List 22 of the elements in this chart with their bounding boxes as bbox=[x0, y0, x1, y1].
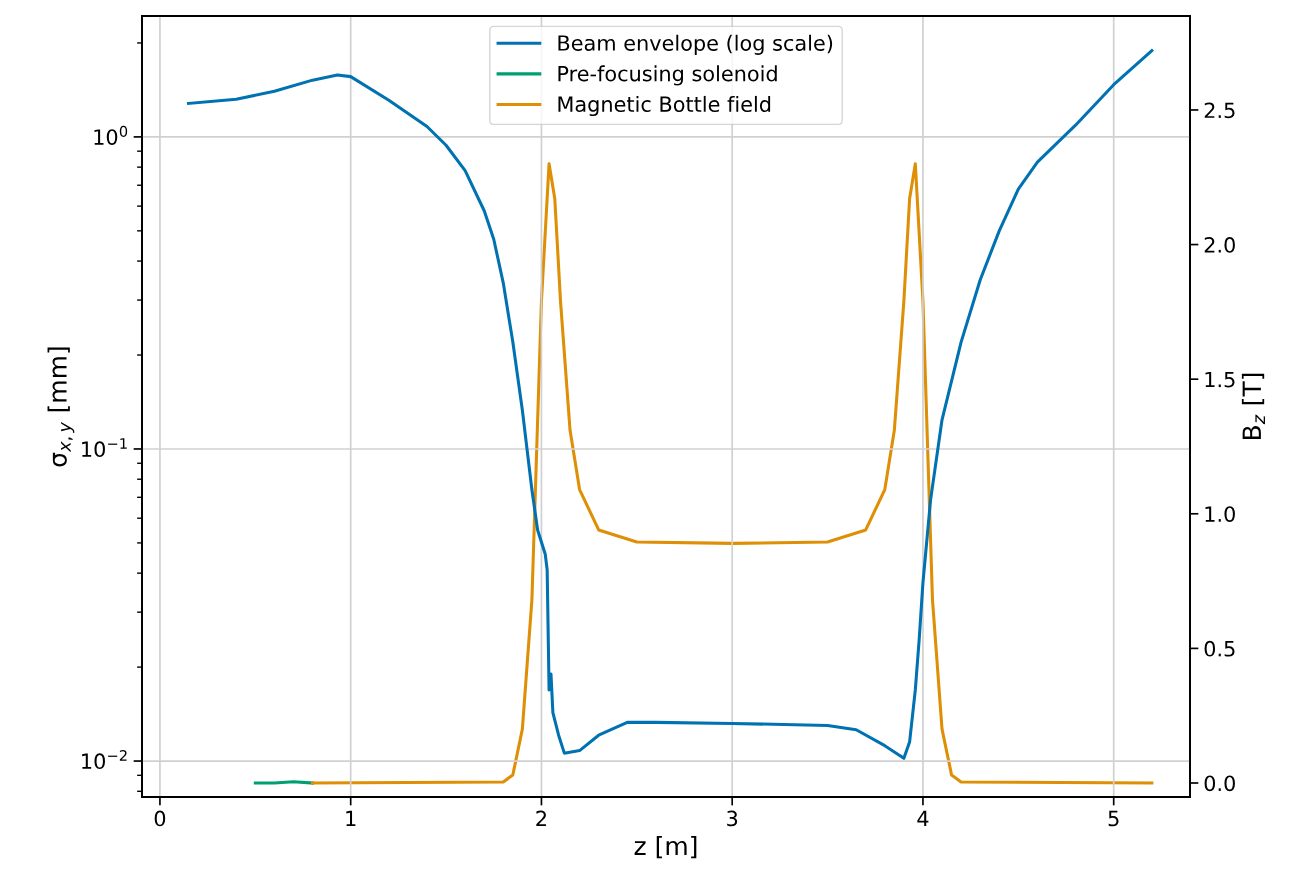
y2-axis-title: B$_{z}$ [T] bbox=[1241, 373, 1265, 440]
line-series bbox=[311, 162, 1154, 785]
y2-tick-label: 1.5 bbox=[1205, 371, 1235, 388]
legend-label: Beam envelope (log scale) bbox=[558, 34, 833, 55]
y2-tick-label: 1.0 bbox=[1205, 506, 1235, 522]
x-tick-label: 1 bbox=[346, 810, 356, 827]
x-tick-label: 2 bbox=[536, 810, 546, 827]
y-tick-label: 10$^{−1}$ bbox=[82, 438, 127, 458]
x-tick-label: 4 bbox=[917, 810, 929, 827]
x-tick-label: 5 bbox=[1108, 810, 1119, 827]
x-tick-label: 0 bbox=[154, 810, 166, 827]
x-axis-title: z [m] bbox=[634, 835, 697, 859]
y-tick-label: 10$^{0}$ bbox=[94, 125, 128, 145]
y2-tick-label: 0.5 bbox=[1204, 640, 1235, 657]
y2-tick-label: 0.0 bbox=[1204, 775, 1235, 792]
x-tick-label: 3 bbox=[727, 810, 738, 827]
y2-tick-label: 2.5 bbox=[1204, 102, 1235, 119]
y2-tick-label: 2.0 bbox=[1204, 237, 1235, 253]
legend-label: Pre-focusing solenoid bbox=[558, 65, 777, 86]
y-tick-label: 10$^{−2}$ bbox=[82, 750, 127, 770]
y-axis-title: σ$_{x,y}$ [mm] bbox=[47, 347, 75, 467]
legend-label: Magnetic Bottle field bbox=[558, 95, 771, 117]
